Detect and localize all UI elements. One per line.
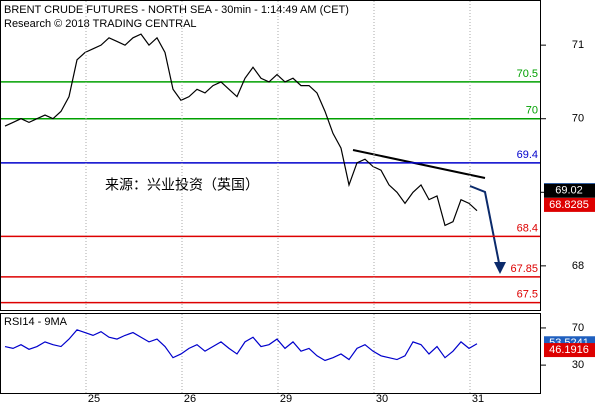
level-label: 70.5 <box>517 68 538 80</box>
rsi-panel <box>0 313 541 394</box>
x-tick-label: 26 <box>184 393 196 405</box>
x-tick-label: 25 <box>88 393 100 405</box>
y-tick-label: 68 <box>572 260 584 272</box>
price-panel <box>0 0 541 311</box>
x-tick-label: 31 <box>472 393 484 405</box>
level-label: 67.85 <box>510 263 538 275</box>
price-line <box>4 33 478 227</box>
value-tag <box>544 197 595 212</box>
level-label: 67.5 <box>517 289 538 301</box>
level-label: 68.4 <box>517 222 538 234</box>
level-label: 70 <box>526 105 538 117</box>
arrow-head <box>494 262 506 274</box>
chart-subtitle: Research © 2018 TRADING CENTRAL <box>4 18 197 30</box>
level-label: 69.4 <box>517 149 538 161</box>
value-tag <box>544 183 595 198</box>
value-tag <box>544 343 595 358</box>
x-tick-label: 30 <box>376 393 388 405</box>
forecast-arrow <box>469 185 501 269</box>
price-line <box>4 329 478 362</box>
trend-line <box>352 149 486 179</box>
x-tick-label: 29 <box>280 393 292 405</box>
y-tick-label: 30 <box>572 359 584 371</box>
chart-title: BRENT CRUDE FUTURES - NORTH SEA - 30min … <box>4 4 349 16</box>
y-tick-label: 70 <box>572 113 584 125</box>
value-tag-label: 68.8285 <box>549 199 589 211</box>
y-tick-label: 71 <box>572 39 584 51</box>
y-tick-label: 70 <box>572 322 584 334</box>
value-tag-label: 69.02 <box>555 185 583 197</box>
rsi-title: RSI14 - 9MA <box>4 316 68 328</box>
value-tag-label: 46.1916 <box>549 344 589 356</box>
